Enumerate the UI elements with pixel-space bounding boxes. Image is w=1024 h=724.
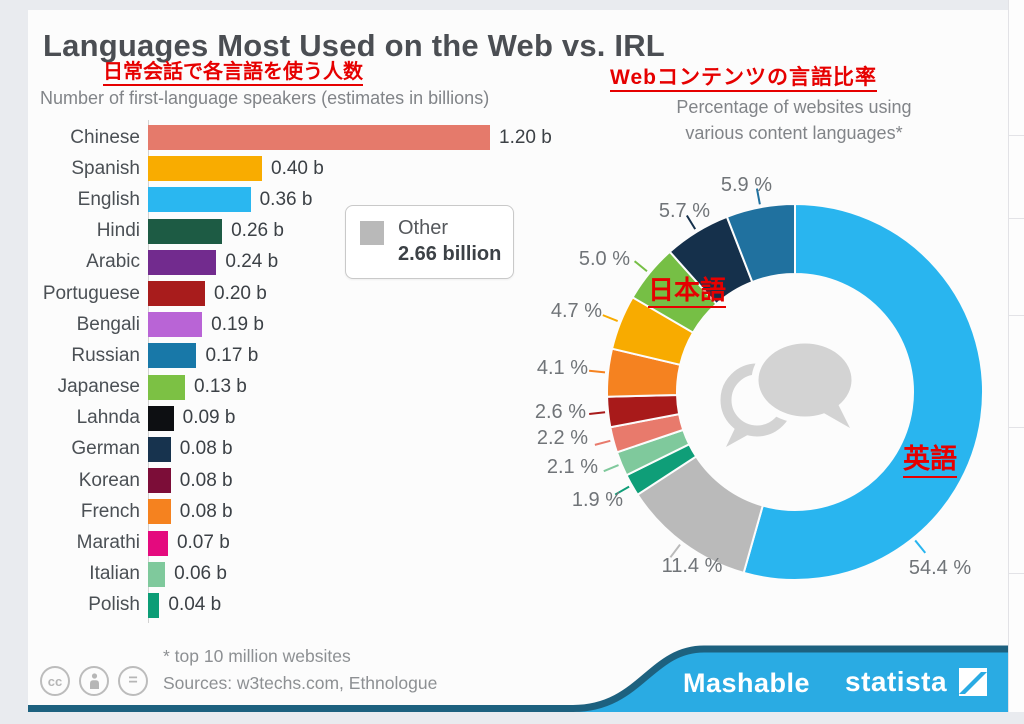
donut-subtitle-line1: Percentage of websites using xyxy=(676,97,912,117)
bar-rect xyxy=(148,530,168,556)
bar-rect xyxy=(148,281,205,307)
bar-value-label: 0.26 b xyxy=(231,220,284,242)
bar-rect xyxy=(148,312,203,338)
bar-row: Bengali 0.19 b xyxy=(28,309,648,340)
bar-row: Arabic 0.24 b xyxy=(28,247,648,278)
bar-category-label: Portuguese xyxy=(42,282,140,304)
bar-category-label: Hindi xyxy=(96,220,140,242)
bar-category-label: Chinese xyxy=(70,126,140,148)
edge-rule xyxy=(1009,315,1024,316)
bar-rect xyxy=(148,592,160,618)
annotation-web-jp: Webコンテンツの言語比率 xyxy=(610,66,877,93)
mashable-logo: Mashable xyxy=(683,668,811,698)
page-title: Languages Most Used on the Web vs. IRL xyxy=(43,28,665,63)
bar-category-label: Bengali xyxy=(76,313,140,335)
sources: Sources: w3techs.com, Ethnologue xyxy=(163,673,438,693)
edge-rule xyxy=(1009,218,1024,219)
annotation-japanese: 日本語 xyxy=(648,276,727,308)
bar-row: English 0.36 b xyxy=(28,184,648,215)
bar-category-label: German xyxy=(71,438,140,460)
bar-value-label: 0.40 b xyxy=(271,157,324,179)
bar-value-label: 0.07 b xyxy=(176,532,230,554)
donut-chart-subtitle: Percentage of websites using various con… xyxy=(638,94,950,146)
bar-value-label: 0.17 b xyxy=(205,344,259,366)
bar-row: Portuguese 0.20 b xyxy=(28,278,648,309)
other-legend-label: Other xyxy=(398,217,449,239)
cc-license-icon: cc xyxy=(40,666,70,696)
annotation-speakers-jp: 日常会話で各言語を使う人数 xyxy=(103,61,363,86)
bar-row: Korean 0.08 b xyxy=(28,465,648,496)
bar-value-label: 0.08 b xyxy=(179,469,233,491)
footer-wave xyxy=(28,645,1008,712)
bar-value-label: 0.13 b xyxy=(194,376,247,398)
bar-category-label: Spanish xyxy=(71,157,140,179)
bar-chart-axis xyxy=(148,120,149,623)
edge-rule xyxy=(1009,135,1024,136)
statista-mark-icon xyxy=(959,668,987,696)
annotation-english: 英語 xyxy=(903,444,957,478)
bar-rect xyxy=(148,218,223,244)
bar-row: Russian 0.17 b xyxy=(28,340,648,371)
person-icon xyxy=(89,672,99,689)
bar-row: Italian 0.06 b xyxy=(28,559,648,590)
bar-value-label: 0.04 b xyxy=(168,594,222,616)
bar-category-label: Marathi xyxy=(76,532,140,554)
other-legend-value: 2.66 billion xyxy=(398,243,502,265)
bar-row: French 0.08 b xyxy=(28,496,648,527)
bar-category-label: Arabic xyxy=(86,251,140,273)
edge-rule xyxy=(1009,573,1024,574)
other-legend-box: Other 2.66 billion xyxy=(345,205,514,279)
statista-logo: statista xyxy=(845,666,948,697)
creative-commons-icons: cc = xyxy=(40,666,148,696)
cc-equal-icon: = xyxy=(118,666,148,696)
bar-rect xyxy=(148,405,174,431)
bar-row: Hindi 0.26 b xyxy=(28,216,648,247)
bar-chart: Chinese 1.20 b Spanish 0.40 b English 0.36 b H… xyxy=(28,122,648,621)
bar-row: Chinese 1.20 b xyxy=(28,122,648,153)
bar-value-label: 0.09 b xyxy=(182,407,236,429)
bar-rect xyxy=(148,499,171,525)
bar-category-label: French xyxy=(80,500,140,522)
edge-rule xyxy=(1009,427,1024,428)
bar-category-label: Russian xyxy=(71,344,140,366)
page-edge-strip xyxy=(1008,0,1024,712)
bar-rect xyxy=(148,156,262,182)
bar-rect xyxy=(148,125,490,151)
bar-category-label: English xyxy=(77,188,140,210)
bar-category-label: Korean xyxy=(78,469,140,491)
footnote: * top 10 million websites xyxy=(163,646,351,666)
bar-category-label: Lahnda xyxy=(76,407,140,429)
bar-row: Japanese 0.13 b xyxy=(28,372,648,403)
bar-value-label: 0.24 b xyxy=(225,251,279,273)
bar-rect xyxy=(148,249,217,275)
bar-value-label: 0.36 b xyxy=(259,188,313,210)
bar-row: Spanish 0.40 b xyxy=(28,153,648,184)
cc-attribution-icon xyxy=(79,666,109,696)
bar-value-label: 1.20 b xyxy=(499,126,552,148)
bar-category-label: Italian xyxy=(89,563,140,585)
bar-rect xyxy=(148,374,186,400)
bar-row: Polish 0.04 b xyxy=(28,590,648,621)
bar-value-label: 0.06 b xyxy=(174,563,227,585)
bar-row: Marathi 0.07 b xyxy=(28,527,648,558)
bar-rect xyxy=(148,436,171,462)
bar-rect xyxy=(148,561,166,587)
bar-value-label: 0.20 b xyxy=(214,282,267,304)
bar-value-label: 0.19 b xyxy=(211,313,264,335)
bar-rect xyxy=(148,343,197,369)
bar-value-label: 0.08 b xyxy=(179,438,233,460)
bar-row: Lahnda 0.09 b xyxy=(28,403,648,434)
bar-value-label: 0.08 b xyxy=(179,500,233,522)
bar-category-label: Polish xyxy=(88,594,140,616)
bar-rect xyxy=(148,468,171,494)
bar-row: German 0.08 b xyxy=(28,434,648,465)
donut-subtitle-line2: various content languages* xyxy=(685,123,903,144)
bar-category-label: Japanese xyxy=(57,376,140,398)
bar-chart-subtitle: Number of first-language speakers (estim… xyxy=(40,88,490,108)
other-legend-swatch xyxy=(360,221,384,245)
bar-rect xyxy=(148,187,251,213)
